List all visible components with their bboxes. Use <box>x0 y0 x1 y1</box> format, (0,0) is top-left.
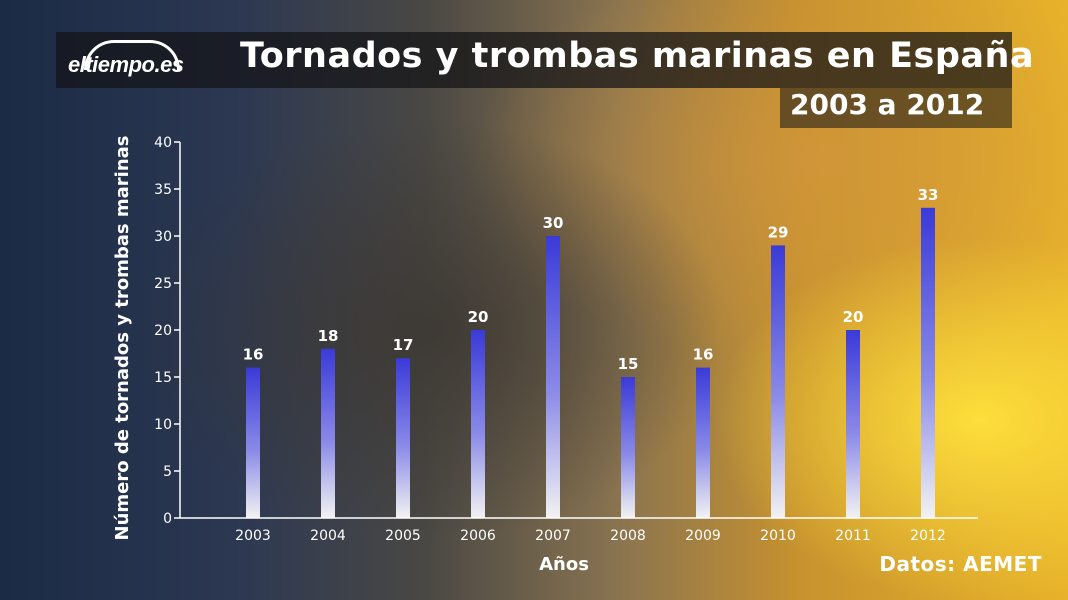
y-tick-label-10: 10 <box>154 417 172 433</box>
data-label-2010: 29 <box>768 223 789 241</box>
chart-subtitle: 2003 a 2012 <box>790 88 985 121</box>
chart-title: Tornados y trombas marinas en España <box>240 36 1035 76</box>
eltiempo-logo: eltiempo.es <box>64 40 214 84</box>
data-label-2004: 18 <box>318 327 339 345</box>
x-tick-label-2004: 2004 <box>310 528 346 544</box>
y-tick-label-5: 5 <box>163 464 172 480</box>
y-axis-title: Número de tornados y trombas marinas <box>112 136 133 541</box>
bar-2011 <box>846 330 860 518</box>
data-label-2008: 15 <box>618 355 639 373</box>
title-banner <box>56 32 1012 88</box>
bar-2007 <box>546 236 560 518</box>
data-label-2005: 17 <box>393 336 414 354</box>
x-tick-label-2012: 2012 <box>910 528 946 544</box>
y-tick-label-25: 25 <box>154 276 172 292</box>
bar-2003 <box>246 367 260 518</box>
x-tick-label-2009: 2009 <box>685 528 721 544</box>
data-label-2007: 30 <box>543 214 564 232</box>
y-tick-label-30: 30 <box>154 229 172 245</box>
bar-2004 <box>321 348 335 518</box>
data-source: Datos: AEMET <box>879 552 1042 576</box>
bar-2012 <box>921 207 935 519</box>
x-tick-label-2010: 2010 <box>760 528 796 544</box>
y-tick-label-20: 20 <box>154 323 172 339</box>
y-tick-label-15: 15 <box>154 370 172 386</box>
data-label-2012: 33 <box>918 186 939 204</box>
data-label-2011: 20 <box>843 308 864 326</box>
x-tick-label-2003: 2003 <box>235 528 271 544</box>
x-tick-label-2005: 2005 <box>385 528 421 544</box>
bar-2006 <box>471 330 485 518</box>
x-tick-label-2006: 2006 <box>460 528 496 544</box>
bar-2005 <box>396 358 410 518</box>
data-label-2006: 20 <box>468 308 489 326</box>
x-ticks: 2003 2004 2005 2006 2007 2008 2009 2010 2011 2012 <box>235 528 946 544</box>
x-axis-title: Años <box>539 554 589 575</box>
y-tick-label-40: 40 <box>154 135 172 151</box>
logo-text: eltiempo.es <box>68 52 184 77</box>
subtitle-banner <box>780 88 1012 128</box>
data-label-2009: 16 <box>693 346 714 364</box>
bar-2008 <box>621 377 635 518</box>
bar-2009 <box>696 367 710 518</box>
data-label-2003: 16 <box>243 346 264 364</box>
x-tick-label-2007: 2007 <box>535 528 571 544</box>
bars-layer <box>246 207 935 519</box>
bar-2010 <box>771 245 785 518</box>
x-tick-label-2011: 2011 <box>835 528 871 544</box>
y-tick-label-0: 0 <box>163 511 172 527</box>
y-ticks: 0 5 10 15 20 25 30 35 40 <box>154 135 180 527</box>
x-tick-label-2008: 2008 <box>610 528 646 544</box>
y-tick-label-35: 35 <box>154 182 172 198</box>
data-labels: 16 18 17 20 30 15 16 29 20 33 <box>243 186 939 373</box>
